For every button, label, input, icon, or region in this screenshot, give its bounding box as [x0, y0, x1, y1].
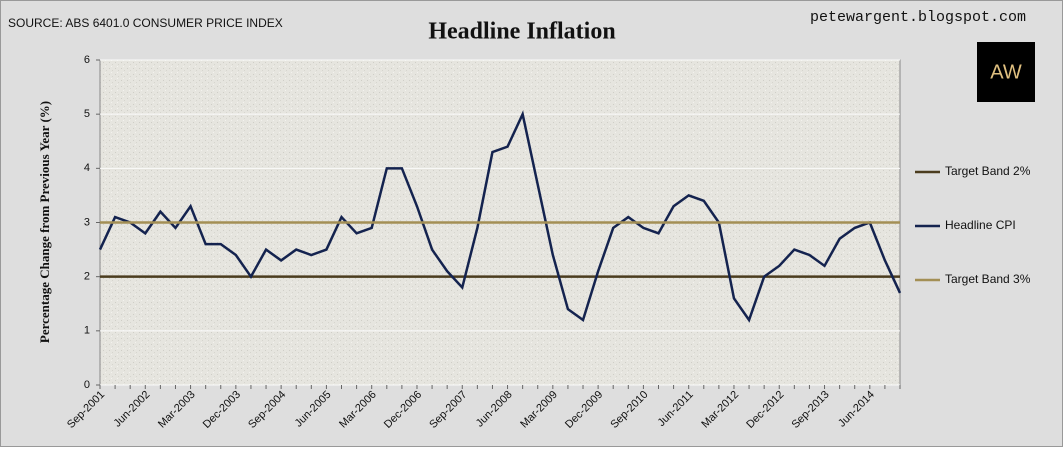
- y-tick-label: 1: [84, 325, 90, 337]
- y-tick-label: 0: [84, 379, 90, 391]
- y-tick-label: 3: [84, 216, 90, 228]
- logo: AW: [990, 61, 1022, 83]
- y-tick-label: 4: [84, 162, 90, 174]
- source: SOURCE: ABS 6401.0 CONSUMER PRICE INDEX: [8, 16, 283, 30]
- legend-label: Target Band 3%: [945, 272, 1031, 286]
- y-tick-label: 5: [84, 108, 90, 120]
- logo-box: [977, 42, 1035, 102]
- chart-title: Headline Inflation: [428, 19, 615, 45]
- y-axis-label: Percentage Change from Previous Year (%): [37, 101, 52, 343]
- watermark: petewargent.blogspot.com: [810, 9, 1026, 26]
- y-tick-label: 2: [84, 271, 90, 283]
- series-line: [98, 110, 902, 323]
- legend-label: Target Band 2%: [945, 164, 1031, 178]
- y-tick-label: 6: [84, 54, 90, 66]
- legend-label: Headline CPI: [945, 218, 1016, 232]
